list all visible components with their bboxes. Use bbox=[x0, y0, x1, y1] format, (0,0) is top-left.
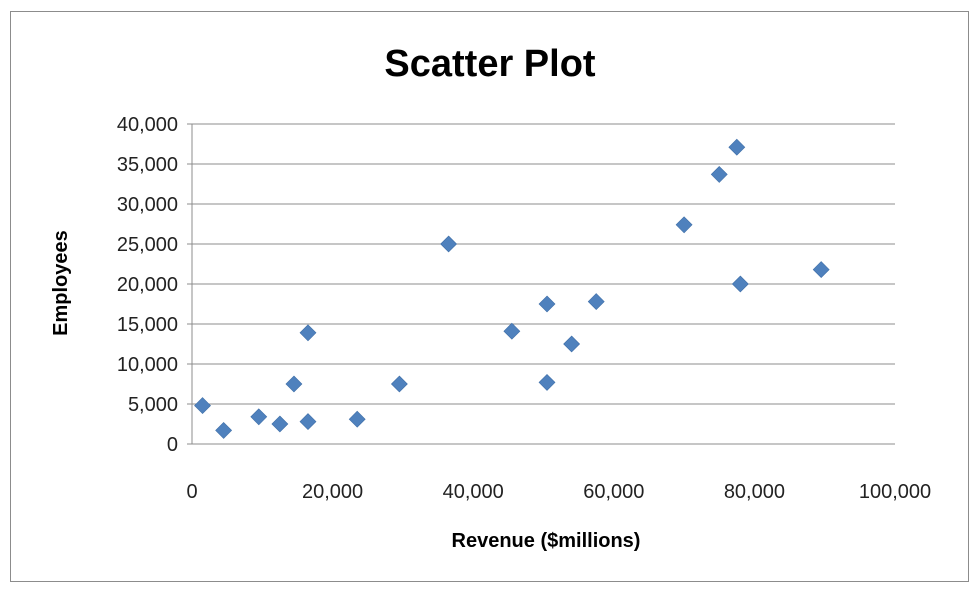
data-point bbox=[503, 322, 521, 340]
y-tick-label: 40,000 bbox=[117, 114, 178, 136]
data-point bbox=[731, 275, 749, 293]
y-tick-label: 10,000 bbox=[117, 354, 178, 376]
scatter-chart: Scatter Plot 0 5,000 10,000 15,000 20,000 25,… bbox=[50, 43, 931, 552]
data-point bbox=[675, 216, 693, 234]
data-point bbox=[710, 165, 728, 183]
data-point bbox=[250, 408, 268, 426]
data-points bbox=[194, 138, 830, 439]
x-axis-title: Revenue ($millions) bbox=[452, 530, 641, 552]
data-point bbox=[728, 138, 746, 156]
x-tick-label: 0 bbox=[186, 481, 197, 503]
data-point bbox=[215, 421, 233, 439]
y-tick-label: 5,000 bbox=[128, 394, 178, 416]
y-tick-label: 0 bbox=[167, 434, 178, 456]
data-point bbox=[390, 375, 408, 393]
chart-area: Scatter Plot 0 5,000 10,000 15,000 20,000 25,… bbox=[10, 11, 969, 582]
data-point bbox=[538, 373, 556, 391]
y-axis-title: Employees bbox=[50, 230, 72, 336]
chart-title: Scatter Plot bbox=[384, 43, 596, 85]
data-point bbox=[563, 335, 581, 353]
y-tick-label: 15,000 bbox=[117, 314, 178, 336]
x-tick-label: 20,000 bbox=[302, 481, 363, 503]
y-tick-label: 20,000 bbox=[117, 274, 178, 296]
data-point bbox=[538, 295, 556, 313]
data-point bbox=[194, 397, 211, 415]
y-tick-labels: 0 5,000 10,000 15,000 20,000 25,000 30,000 35,0… bbox=[117, 114, 178, 456]
data-point bbox=[348, 410, 366, 428]
x-tick-label: 80,000 bbox=[724, 481, 785, 503]
data-point bbox=[285, 375, 303, 393]
y-tick-label: 35,000 bbox=[117, 154, 178, 176]
y-tick-label: 25,000 bbox=[117, 234, 178, 256]
data-point bbox=[299, 324, 317, 342]
data-point bbox=[587, 293, 605, 311]
y-tick-label: 30,000 bbox=[117, 194, 178, 216]
data-point bbox=[812, 261, 830, 279]
data-point bbox=[271, 415, 289, 433]
x-tick-label: 100,000 bbox=[859, 481, 931, 503]
x-tick-label: 40,000 bbox=[443, 481, 504, 503]
data-point bbox=[440, 235, 458, 253]
data-point bbox=[299, 413, 317, 431]
axes bbox=[187, 123, 895, 445]
x-tick-labels: 0 20,000 40,000 60,000 80,000 100,000 bbox=[186, 481, 931, 503]
gridlines bbox=[192, 123, 895, 405]
x-tick-label: 60,000 bbox=[583, 481, 644, 503]
